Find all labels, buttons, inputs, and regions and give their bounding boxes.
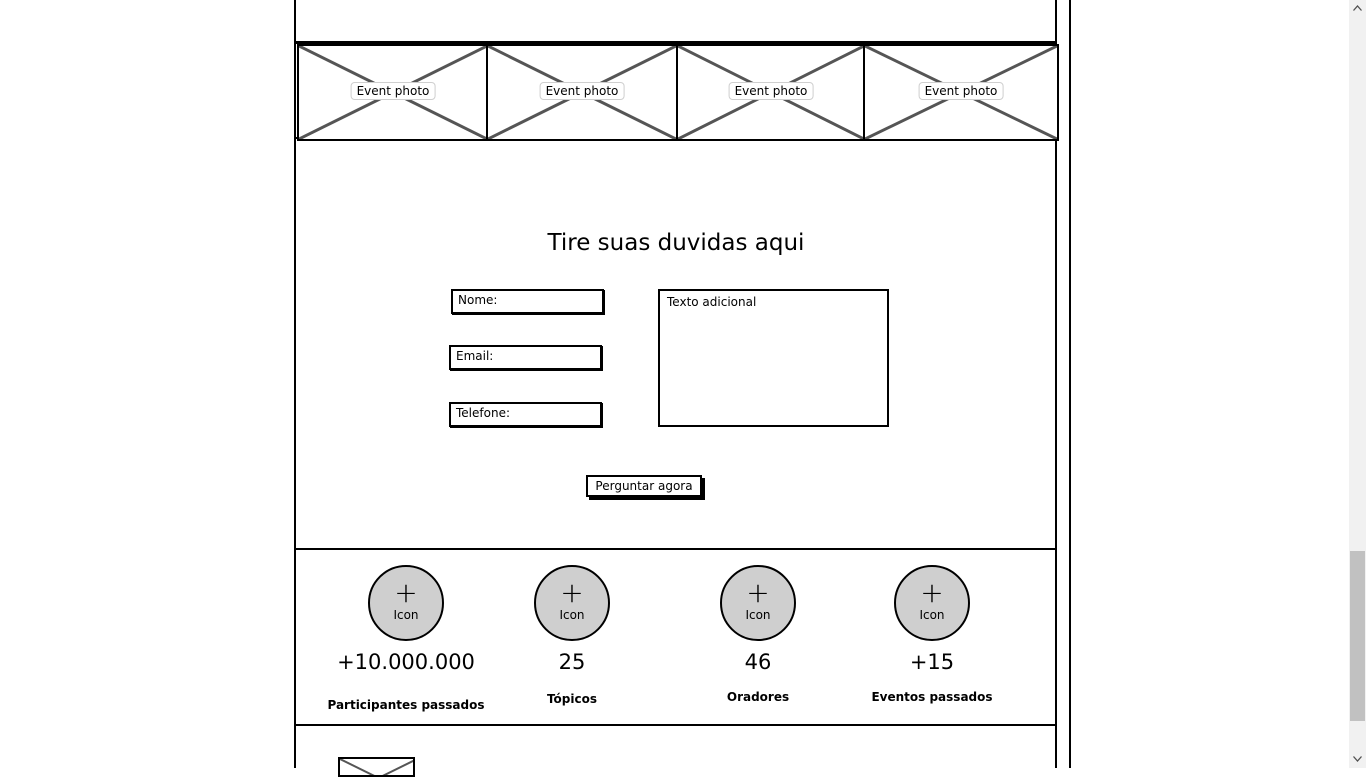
event-photo-label: Event photo [728, 82, 814, 100]
plus-symbol: + [746, 576, 770, 609]
icon-label: Icon [919, 608, 945, 622]
stat-caption: Eventos passados [871, 690, 993, 704]
stats-section [294, 548, 1057, 726]
page-frame-left [294, 0, 296, 768]
email-field[interactable]: Email: [449, 345, 602, 370]
name-field[interactable]: Nome: [451, 289, 604, 314]
phone-field-placeholder: Telefone: [456, 406, 510, 420]
message-placeholder: Texto adicional [667, 295, 757, 309]
stat-caption: Tópicos [546, 692, 598, 706]
event-photo: Event photo [676, 44, 866, 141]
chevron-down-icon[interactable] [1349, 751, 1366, 768]
event-photo-label: Event photo [350, 82, 436, 100]
email-field-placeholder: Email: [456, 349, 494, 363]
plus-icon: + Icon [894, 565, 970, 641]
stat-value: 25 [558, 650, 586, 674]
plus-symbol: + [920, 576, 944, 609]
message-textarea[interactable]: Texto adicional [658, 289, 889, 427]
page-frame-right [1055, 0, 1057, 768]
scrollbar-thumb[interactable] [1350, 551, 1365, 721]
event-photo: Event photo [297, 44, 489, 141]
phone-field[interactable]: Telefone: [449, 402, 602, 427]
plus-icon: + Icon [720, 565, 796, 641]
plus-icon: + Icon [368, 565, 444, 641]
stat-value: 46 [744, 650, 772, 674]
ask-now-button[interactable]: Perguntar agora [586, 475, 702, 497]
image-placeholder-icon [340, 759, 413, 775]
event-photo: Event photo [863, 44, 1059, 141]
event-photo-label: Event photo [539, 82, 625, 100]
stat-caption: Participantes passados [327, 698, 485, 712]
stat-value: +10.000.000 [337, 650, 475, 674]
plus-symbol: + [560, 576, 584, 609]
stat-caption: Oradores [726, 690, 790, 704]
page-frame-outer-right [1069, 0, 1071, 768]
form-title: Tire suas duvidas aqui [547, 230, 805, 256]
chevron-up-icon[interactable] [1349, 0, 1366, 17]
image-placeholder [338, 757, 415, 777]
icon-label: Icon [745, 608, 771, 622]
plus-icon: + Icon [534, 565, 610, 641]
icon-label: Icon [393, 608, 419, 622]
plus-symbol: + [394, 576, 418, 609]
icon-label: Icon [559, 608, 585, 622]
name-field-placeholder: Nome: [458, 293, 498, 307]
stat-value: +15 [909, 650, 955, 674]
event-photo-label: Event photo [918, 82, 1004, 100]
event-photo: Event photo [486, 44, 678, 141]
